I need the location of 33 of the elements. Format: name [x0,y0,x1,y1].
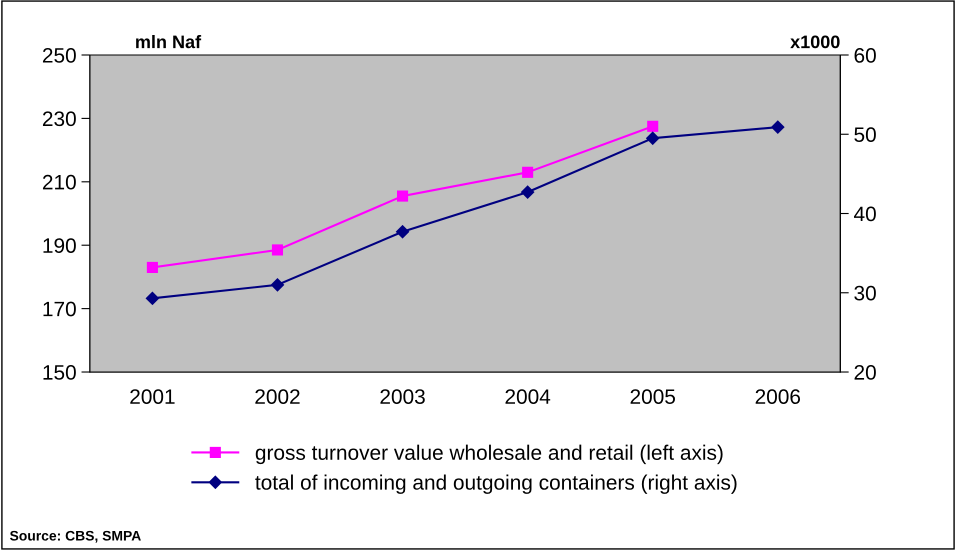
x-tick-label: 2002 [255,389,300,404]
point [146,262,158,273]
point [647,120,658,132]
x-tick-label: 2001 [130,389,175,404]
point [397,190,408,202]
y2-tick-label: 50 [854,127,876,142]
legend-label: total of incoming and outgoing containers (right axis) [255,474,737,494]
point [146,292,159,305]
point [646,132,660,145]
y-tick-label: 170 [44,302,76,316]
point [396,225,410,238]
point [522,166,534,178]
x-tick-label: 2004 [506,389,550,404]
y2-axis-title: x1000 [790,35,840,48]
y-tick-label: 190 [44,238,76,253]
legend-label: gross turnover value wholesale and retail (left axis) [256,444,723,464]
y-tick-label: 230 [42,111,76,126]
y-tick-label: 150 [44,365,76,380]
source-note: Source: CBS, SMPA [10,530,141,543]
x-tick-label: 2006 [756,389,800,404]
y-tick-label: 210 [42,174,76,190]
point [521,186,534,199]
y2-tick-label: 20 [854,365,876,380]
y-axis-title: mln Naf [136,35,202,48]
x-tick-label: 2003 [380,389,425,404]
point [771,120,784,134]
y-tick-label: 250 [42,48,76,63]
point [272,244,284,256]
x-tick-label: 2005 [630,389,676,404]
point [270,278,284,292]
y2-tick-label: 60 [854,48,876,63]
y2-tick-label: 40 [854,206,876,222]
y2-tick-label: 30 [854,286,876,301]
